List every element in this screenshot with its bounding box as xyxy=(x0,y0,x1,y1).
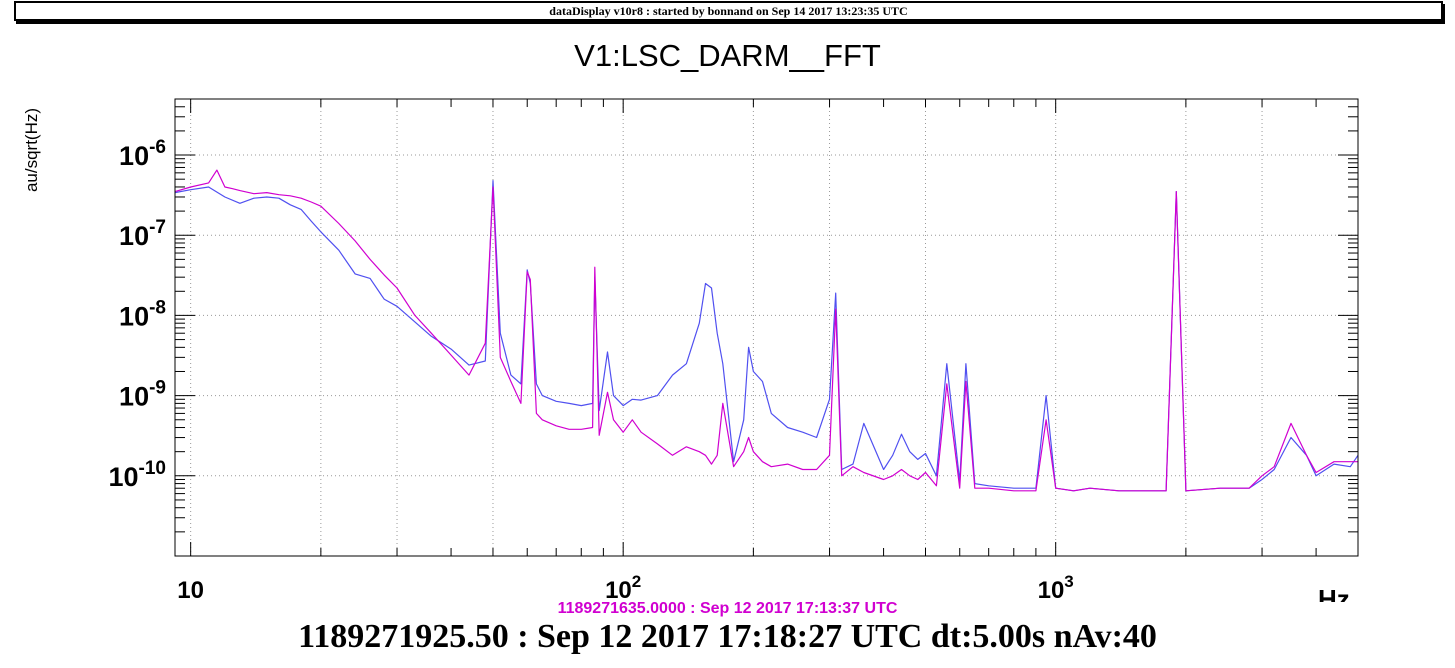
x-axis-unit-label: Hz xyxy=(1318,588,1368,602)
y-tick-label: 10-6 xyxy=(119,137,166,171)
x-tick-labels: 10 102 103 xyxy=(177,572,1073,600)
current-trace-label: 1189271925.50 : Sep 12 2017 17:18:27 UTC… xyxy=(298,618,1157,655)
series-line-reference xyxy=(174,169,1358,492)
chart-title: V1:LSC_DARM__FFT xyxy=(574,38,881,73)
x-tick-label: 102 xyxy=(605,572,641,600)
spectrum-plot[interactable]: 10 102 103 10-6 10-7 10-8 10-9 10-10 xyxy=(0,0,1455,600)
x-tick-label: 103 xyxy=(1038,572,1074,600)
y-tick-label: 10-10 xyxy=(108,458,166,492)
x-tick-label: 10 xyxy=(177,577,204,600)
reference-trace-label: 1189271635.0000 : Sep 12 2017 17:13:37 U… xyxy=(557,600,898,617)
y-tick-label: 10-7 xyxy=(119,217,166,251)
axis-ticks xyxy=(175,98,1359,557)
window-banner: dataDisplay v10r8 : started by bonnand o… xyxy=(14,1,1443,21)
y-tick-label: 10-9 xyxy=(119,378,166,412)
series-layer xyxy=(174,169,1359,492)
y-tick-labels: 10-6 10-7 10-8 10-9 10-10 xyxy=(108,137,166,492)
y-tick-label: 10-8 xyxy=(119,297,166,331)
